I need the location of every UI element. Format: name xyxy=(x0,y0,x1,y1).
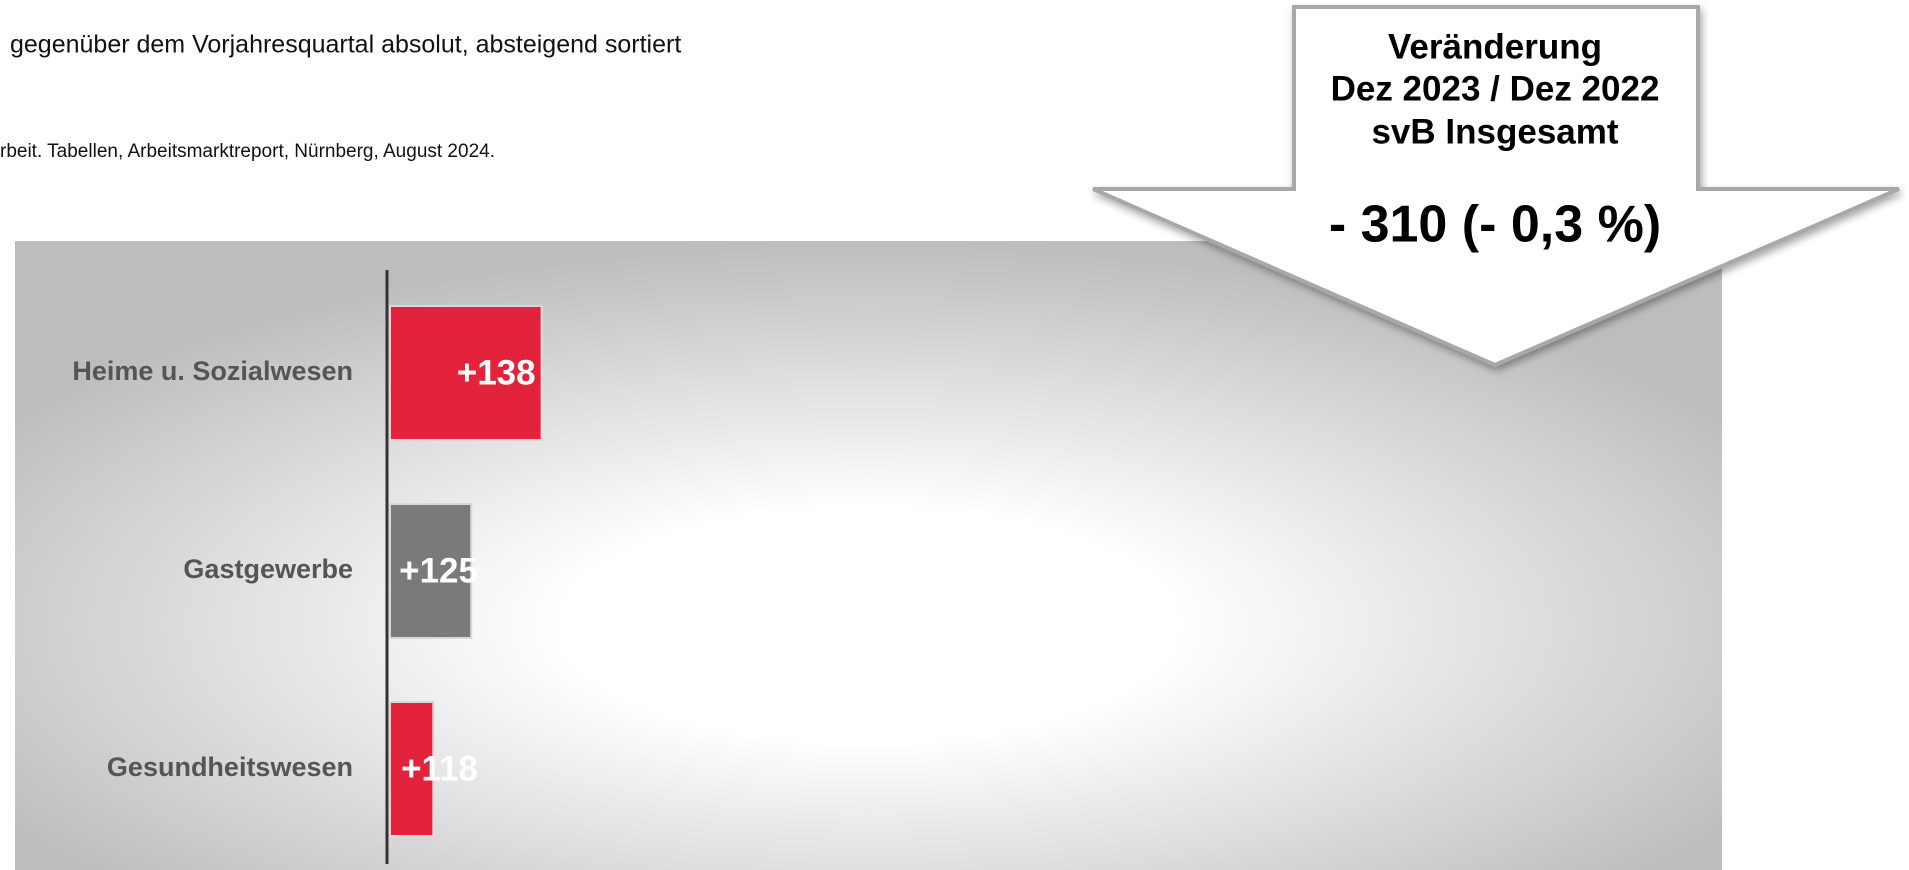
chart-title: gegenüber dem Vorjahresquartal absolut, … xyxy=(10,31,681,59)
callout xyxy=(1092,5,1900,368)
x-tick-label: Gesundheitswesen xyxy=(107,752,353,782)
x-tick-label: Heime u. Sozialwesen xyxy=(72,356,353,386)
callout-value: - 310 (- 0,3 %) xyxy=(1329,196,1661,254)
value-label: +138 xyxy=(457,353,536,392)
bar xyxy=(389,503,473,639)
bar xyxy=(389,305,543,441)
source: rbeit. Tabellen, Arbeitsmarktreport, Nür… xyxy=(0,141,495,162)
value-label: +125 xyxy=(399,551,478,590)
callout-arrow xyxy=(1092,5,1900,368)
x-tick-label: Gastgewerbe xyxy=(183,554,353,584)
callout-line: svB Insgesamt xyxy=(1371,112,1618,151)
bar xyxy=(389,701,435,837)
callout-line: Dez 2023 / Dez 2022 xyxy=(1331,69,1660,108)
value-label: +118 xyxy=(401,749,478,788)
callout-line: Veränderung xyxy=(1388,27,1602,66)
plot-panel xyxy=(15,241,1722,870)
